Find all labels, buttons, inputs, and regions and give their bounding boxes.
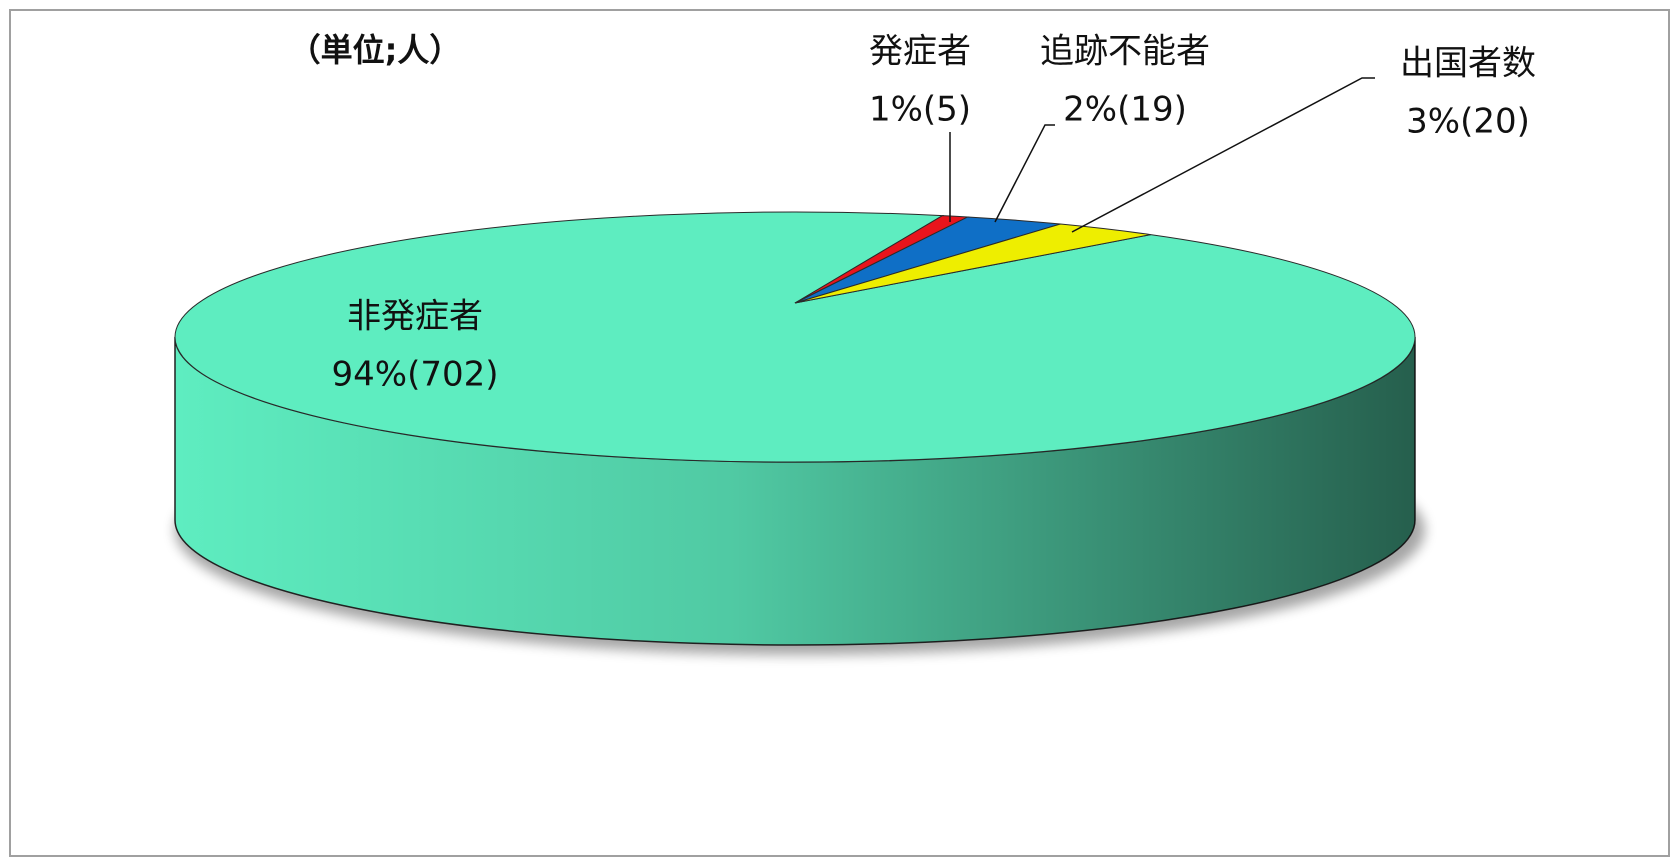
category-label: 追跡不能者 [1040, 32, 1210, 72]
pie-slice [794, 223, 1151, 304]
category-label: 発症者 [869, 32, 971, 72]
leader-line [1071, 77, 1375, 233]
category-label: 出国者数 [1400, 44, 1536, 84]
pie-top-group [174, 211, 1416, 463]
leader-line [994, 124, 1055, 223]
side-shade [175, 337, 1415, 645]
category-label: 非発症者 [347, 297, 483, 337]
value-label: 3%(20) [1406, 102, 1530, 142]
value-label: 2%(19) [1063, 90, 1187, 130]
value-label: 94%(702) [332, 355, 499, 395]
value-label: 1%(5) [869, 90, 971, 130]
pie-slice [174, 211, 1416, 463]
chart-title: （単位;人） [289, 31, 462, 69]
label-group: 非発症者 94%(702) 発症者 1%(5) 追跡不能者 2%(19) 出国者数 3%(20… [332, 32, 1537, 395]
